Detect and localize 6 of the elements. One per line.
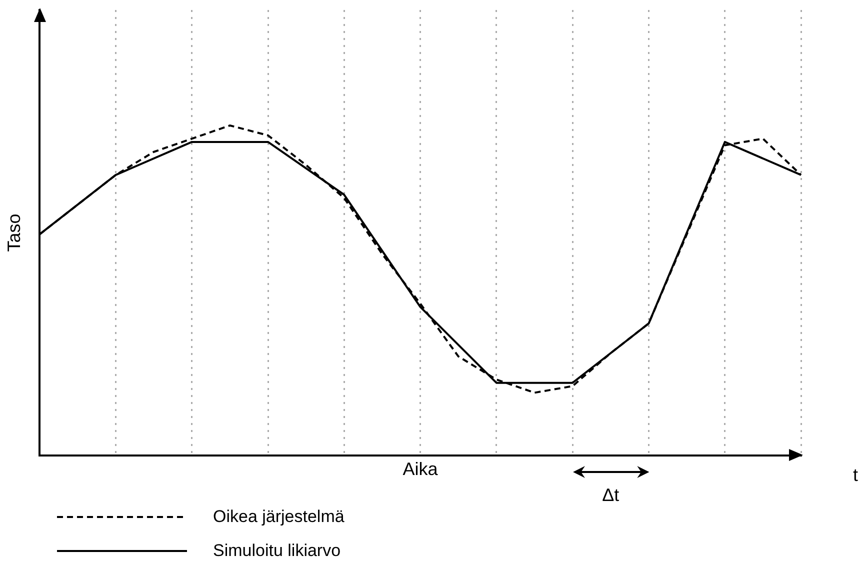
x-axis-title: Aika [402, 459, 439, 480]
legend-label: Oikea järjestelmä [213, 507, 344, 527]
text: Δt [602, 485, 620, 506]
text: t [853, 465, 858, 486]
legend-label: Simuloitu likiarvo [213, 541, 341, 561]
y-axis-title: Taso [4, 214, 24, 252]
